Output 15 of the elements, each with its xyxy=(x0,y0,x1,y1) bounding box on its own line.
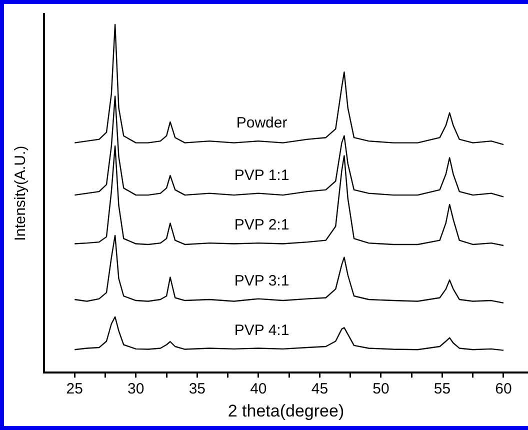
series-label: Powder xyxy=(236,114,288,132)
series-label: PVP 3:1 xyxy=(234,272,290,290)
x-tick-label: 35 xyxy=(188,380,206,398)
series-label: PVP 2:1 xyxy=(234,216,290,234)
x-tick-label: 60 xyxy=(495,380,512,398)
x-tick-label: 55 xyxy=(434,380,451,398)
x-tick-label: 25 xyxy=(66,380,83,398)
x-tick-label: 40 xyxy=(250,380,267,398)
y-axis-title: Intensity(A.U.) xyxy=(12,146,30,241)
x-tick-label: 30 xyxy=(128,380,144,398)
x-tick-label: 45 xyxy=(311,380,328,398)
series-label: PVP 1:1 xyxy=(234,166,290,184)
series-label: PVP 4:1 xyxy=(234,322,290,339)
x-tick-label: 50 xyxy=(372,380,390,398)
x-axis-title: 2 theta(degree) xyxy=(228,401,344,420)
